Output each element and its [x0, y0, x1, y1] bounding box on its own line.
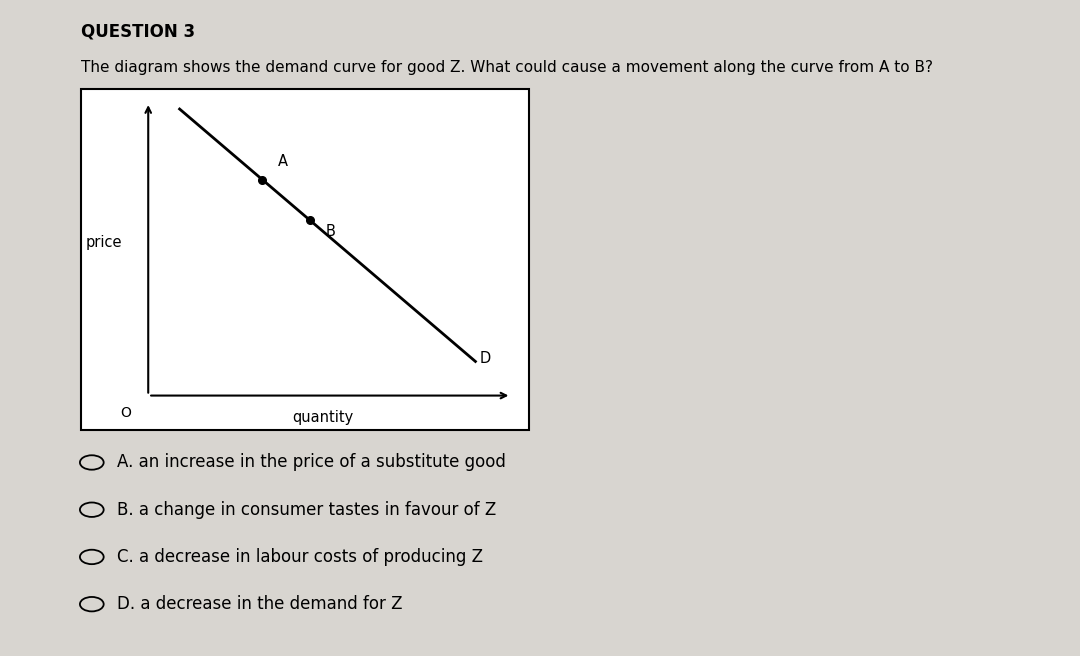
Text: quantity: quantity [293, 409, 353, 424]
Text: B: B [325, 224, 335, 239]
Text: A. an increase in the price of a substitute good: A. an increase in the price of a substit… [117, 453, 505, 472]
Text: C. a decrease in labour costs of producing Z: C. a decrease in labour costs of produci… [117, 548, 483, 566]
FancyBboxPatch shape [81, 89, 529, 430]
Text: price: price [85, 235, 122, 249]
Text: O: O [120, 405, 132, 420]
Text: QUESTION 3: QUESTION 3 [81, 23, 195, 41]
Text: B. a change in consumer tastes in favour of Z: B. a change in consumer tastes in favour… [117, 501, 496, 519]
Text: D. a decrease in the demand for Z: D. a decrease in the demand for Z [117, 595, 402, 613]
Text: A: A [279, 154, 288, 169]
Text: The diagram shows the demand curve for good Z. What could cause a movement along: The diagram shows the demand curve for g… [81, 60, 933, 75]
Text: D: D [480, 350, 491, 365]
